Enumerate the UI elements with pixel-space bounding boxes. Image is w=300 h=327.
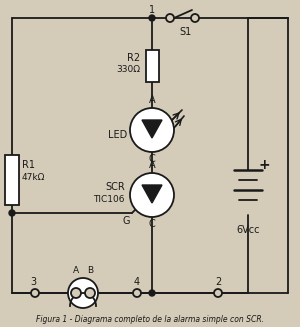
Circle shape	[214, 289, 222, 297]
Text: 4: 4	[134, 277, 140, 287]
Text: 3: 3	[30, 277, 36, 287]
Text: 47kΩ: 47kΩ	[22, 174, 45, 182]
Text: G: G	[122, 216, 130, 226]
Circle shape	[166, 14, 174, 22]
Text: 330Ω: 330Ω	[116, 65, 140, 75]
Circle shape	[191, 14, 199, 22]
Circle shape	[68, 278, 98, 308]
Text: TIC106: TIC106	[94, 196, 125, 204]
Text: R2: R2	[127, 53, 140, 63]
Text: A: A	[149, 95, 155, 105]
Text: R1: R1	[22, 160, 35, 170]
Bar	[146, 50, 158, 82]
Circle shape	[149, 15, 155, 21]
Text: A: A	[149, 160, 155, 170]
Text: B: B	[87, 266, 93, 275]
Text: LED: LED	[108, 130, 127, 140]
Text: Figura 1 - Diagrama completo de la alarma simple con SCR.: Figura 1 - Diagrama completo de la alarm…	[36, 316, 264, 324]
Circle shape	[31, 289, 39, 297]
Text: A: A	[73, 266, 79, 275]
Text: C: C	[148, 154, 155, 164]
Text: C: C	[148, 219, 155, 229]
Circle shape	[9, 210, 15, 216]
Circle shape	[130, 173, 174, 217]
Bar	[5, 155, 19, 205]
Text: SCR: SCR	[105, 182, 125, 192]
Circle shape	[85, 288, 95, 298]
Text: 1: 1	[149, 5, 155, 15]
Circle shape	[149, 290, 155, 296]
Text: +: +	[258, 158, 270, 172]
Circle shape	[130, 108, 174, 152]
Text: S1: S1	[179, 27, 191, 37]
Text: 2: 2	[215, 277, 221, 287]
Text: 6Vcc: 6Vcc	[236, 225, 260, 235]
Circle shape	[71, 288, 81, 298]
Polygon shape	[142, 120, 162, 138]
Circle shape	[133, 289, 141, 297]
Polygon shape	[142, 185, 162, 203]
